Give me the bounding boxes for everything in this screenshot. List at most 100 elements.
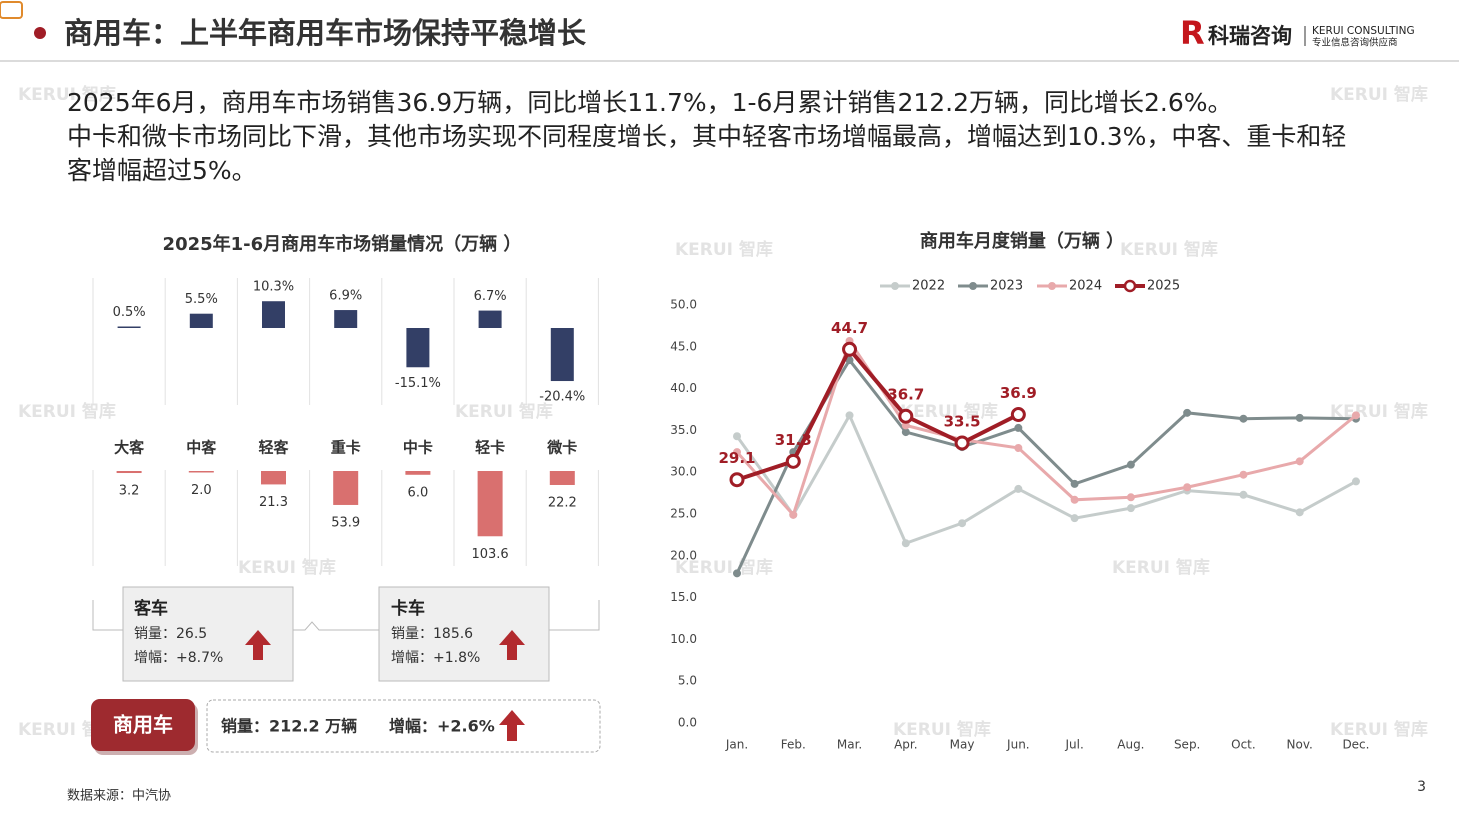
watermark: KERUI 智库 xyxy=(18,84,116,105)
point xyxy=(1295,508,1304,517)
x-tick-label: Jul. xyxy=(1064,738,1083,752)
volume-label: 103.6 xyxy=(471,547,508,562)
y-tick-label: 30.0 xyxy=(670,465,697,479)
series-line xyxy=(735,357,1356,574)
point xyxy=(733,448,741,457)
x-tick-label: Oct. xyxy=(1231,738,1256,752)
x-tick-label: Dec. xyxy=(1342,738,1369,752)
point xyxy=(1183,408,1192,417)
volume-label: 6.0 xyxy=(408,485,429,500)
x-tick-label: Feb. xyxy=(781,738,806,752)
growth-bar xyxy=(550,328,574,382)
legend-label: 2024 xyxy=(1069,279,1102,294)
y-tick-label: 50.0 xyxy=(670,298,697,312)
growth-label: 10.3% xyxy=(253,280,294,295)
data-label: 31.3 xyxy=(775,431,812,449)
data-label: 36.9 xyxy=(1000,384,1037,402)
total-title: 商用车 xyxy=(113,713,173,737)
bus-box xyxy=(122,586,294,682)
point xyxy=(1070,514,1079,523)
point xyxy=(1014,443,1023,452)
chart-title: 2025年1-6月商用车市场销量情况（万辆 ） xyxy=(163,233,522,255)
y-tick-label: 15.0 xyxy=(670,590,697,604)
point xyxy=(1126,504,1135,513)
point xyxy=(1351,477,1360,486)
y-tick-label: 0.0 xyxy=(678,716,697,730)
volume-bar xyxy=(188,471,214,473)
volume-label: 2.0 xyxy=(191,483,212,498)
total-growth: 增幅：+2.6% xyxy=(389,717,495,736)
point xyxy=(1014,423,1023,432)
y-tick-label: 40.0 xyxy=(670,381,697,395)
category-label: 轻客 xyxy=(258,439,289,457)
truck-volume: 销量：185.6 xyxy=(391,626,473,642)
x-tick-label: Nov. xyxy=(1287,738,1313,752)
point xyxy=(958,519,967,528)
comment-icon[interactable] xyxy=(0,1,23,19)
point xyxy=(1239,490,1248,499)
point xyxy=(1239,470,1248,479)
data-label: 36.7 xyxy=(887,386,924,404)
y-tick-label: 45.0 xyxy=(670,339,697,353)
legend-label: 2022 xyxy=(912,279,945,294)
y-tick-label: 10.0 xyxy=(670,632,697,646)
x-tick-label: May xyxy=(950,738,975,752)
volume-label: 3.2 xyxy=(119,484,140,499)
watermark: KERUI 智库 xyxy=(455,401,553,422)
source: 数据来源：中汽协 xyxy=(67,789,171,804)
x-tick-label: Aug. xyxy=(1117,738,1144,752)
volume-bar xyxy=(549,471,575,485)
data-label: 29.1 xyxy=(718,449,755,467)
growth-bar xyxy=(334,310,358,328)
point xyxy=(1351,411,1360,420)
growth-bar xyxy=(117,326,141,328)
point xyxy=(789,510,798,519)
volume-bar xyxy=(405,471,431,475)
volume-bar xyxy=(333,471,359,505)
x-tick-label: Mar. xyxy=(837,738,862,752)
legend-marker xyxy=(891,282,899,290)
series-line xyxy=(735,412,1357,546)
growth-label: 5.5% xyxy=(185,292,218,307)
point xyxy=(1014,484,1023,493)
volume-bar xyxy=(116,471,142,474)
truck-title: 卡车 xyxy=(391,598,425,619)
point xyxy=(729,472,745,488)
watermark: KERUI 智库 xyxy=(1330,719,1428,740)
category-label: 重卡 xyxy=(331,439,361,457)
total-box xyxy=(206,699,601,753)
growth-label: 6.9% xyxy=(329,289,362,304)
growth-label: -20.4% xyxy=(539,390,585,405)
watermark: KERUI 智库 xyxy=(893,719,991,740)
point xyxy=(1070,495,1079,504)
data-label: 44.7 xyxy=(831,319,868,337)
segment-chart: 2025年1-6月商用车市场销量情况（万辆 ） 大客 0.5% 3.2 中客 5.5% 2.… xyxy=(92,233,599,566)
growth-label: -15.1% xyxy=(395,376,441,391)
logo-tagline: 专业信息咨询供应商 xyxy=(1312,37,1398,49)
watermark: KERUI 智库 xyxy=(675,239,773,260)
title: 商用车：上半年商用车市场保持平稳增长 xyxy=(64,16,587,50)
watermark: KERUI 智库 xyxy=(238,557,336,578)
y-tick-label: 20.0 xyxy=(670,548,697,562)
growth-bar xyxy=(478,310,502,328)
logo-mark: R xyxy=(1180,14,1205,52)
volume-label: 53.9 xyxy=(331,515,360,530)
category-label: 轻卡 xyxy=(475,439,505,457)
page-number: 3 xyxy=(1417,779,1426,795)
growth-bar xyxy=(406,328,430,368)
point xyxy=(1010,407,1026,423)
point xyxy=(954,435,970,451)
watermark: KERUI 智库 xyxy=(1330,84,1428,105)
up-arrow xyxy=(499,710,525,741)
y-tick-label: 25.0 xyxy=(670,507,697,521)
watermark: KERUI 智库 xyxy=(900,401,998,422)
legend-marker xyxy=(1123,279,1137,293)
volume-bar xyxy=(261,471,286,485)
point xyxy=(842,341,858,357)
y-tick-label: 5.0 xyxy=(678,674,697,688)
category-label: 中客 xyxy=(186,439,217,457)
point xyxy=(1183,483,1192,492)
point xyxy=(1295,413,1304,422)
